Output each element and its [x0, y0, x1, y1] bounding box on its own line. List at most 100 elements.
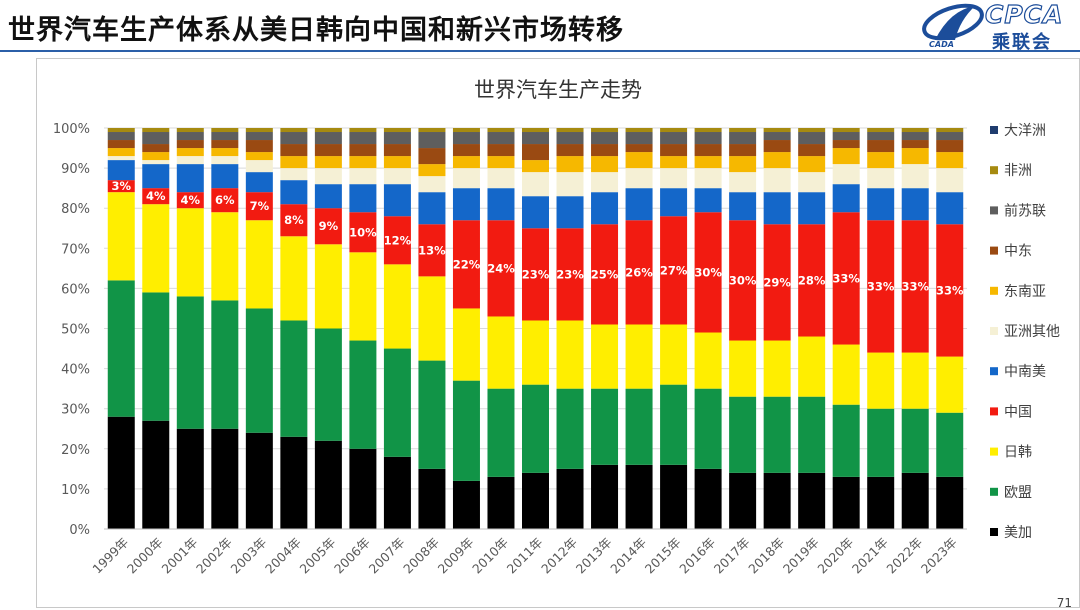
y-tick-label: 20% — [61, 443, 90, 458]
legend-swatch — [990, 407, 998, 416]
bar-segment-非洲 — [142, 128, 170, 133]
bar-segment-亚洲其他 — [176, 156, 204, 165]
legend-label: 中国 — [1004, 404, 1032, 420]
bar-segment-美加 — [660, 464, 688, 529]
bar-segment-亚洲其他 — [556, 172, 584, 197]
bar-segment-前苏联 — [694, 132, 722, 145]
bar-segment-东南亚 — [487, 156, 515, 169]
y-tick-label: 0% — [69, 523, 90, 538]
bar-segment-前苏联 — [383, 132, 411, 145]
x-tick-label: 2023年 — [918, 535, 960, 577]
bar-segment-欧盟 — [625, 388, 653, 465]
bar-segment-中国 — [107, 180, 135, 193]
bar-segment-中国 — [867, 220, 895, 353]
legend-label: 前苏联 — [1004, 202, 1046, 219]
bar-segment-中国 — [349, 212, 377, 253]
bar-segment-美加 — [418, 468, 446, 529]
data-label: 23% — [556, 267, 584, 281]
data-label: 24% — [487, 261, 515, 275]
bar-segment-日韩 — [142, 204, 170, 293]
bar-segment-欧盟 — [729, 396, 757, 473]
data-label: 25% — [591, 267, 619, 281]
bar-segment-前苏联 — [867, 132, 895, 141]
bar-segment-中国 — [245, 192, 273, 221]
data-label: 10% — [349, 225, 377, 239]
bar-segment-前苏联 — [936, 132, 964, 141]
bar-segment-欧盟 — [245, 308, 273, 433]
bar-segment-美加 — [142, 420, 170, 529]
title-divider — [0, 50, 1080, 52]
bar-segment-中国 — [694, 212, 722, 333]
bar-segment-中东 — [418, 148, 446, 165]
legend-label: 大洋洲 — [1004, 123, 1046, 139]
bar-segment-中东 — [936, 140, 964, 153]
legend-label: 东南亚 — [1004, 284, 1046, 300]
bar-segment-东南亚 — [936, 152, 964, 169]
data-label: 6% — [215, 193, 235, 207]
bar-segment-日韩 — [107, 192, 135, 281]
bar-segment-非洲 — [901, 128, 929, 133]
bar-segment-中南美 — [314, 184, 342, 209]
logo-cn-text: 乘联会 — [992, 32, 1052, 53]
legend-label: 日韩 — [1004, 445, 1032, 461]
bar-segment-日韩 — [729, 340, 757, 397]
data-label: 30% — [694, 265, 722, 279]
logo-text: CPCA — [984, 0, 1064, 30]
bar-segment-东南亚 — [107, 148, 135, 157]
y-tick-label: 60% — [61, 282, 90, 297]
bar-segment-欧盟 — [280, 320, 308, 437]
bar-segment-前苏联 — [556, 132, 584, 145]
bar-segment-欧盟 — [383, 348, 411, 457]
legend-swatch — [990, 528, 998, 536]
bar-segment-亚洲其他 — [280, 168, 308, 181]
bar-segment-前苏联 — [280, 132, 308, 145]
data-label: 33% — [867, 279, 895, 293]
y-tick-label: 50% — [61, 323, 90, 338]
bar-segment-中国 — [487, 220, 515, 317]
data-label: 3% — [111, 179, 131, 193]
bar-segment-东南亚 — [142, 152, 170, 161]
bar-segment-中南美 — [452, 188, 480, 221]
bar-segment-前苏联 — [763, 132, 791, 141]
bar-segment-亚洲其他 — [660, 168, 688, 189]
bar-segment-非洲 — [314, 128, 342, 133]
bar-segment-日韩 — [832, 344, 860, 405]
x-tick-label: 2010年 — [469, 535, 511, 577]
cpca-logo: CADA — [922, 3, 984, 49]
bar-segment-非洲 — [522, 128, 549, 133]
bar-segment-亚洲其他 — [142, 160, 170, 165]
bar-segment-亚洲其他 — [349, 168, 377, 185]
bar-segment-中东 — [832, 140, 860, 149]
bar-segment-亚洲其他 — [798, 172, 826, 193]
bar-segment-中国 — [522, 228, 549, 321]
legend-swatch — [990, 246, 998, 255]
bar-segment-中国 — [729, 220, 757, 341]
y-tick-label: 80% — [61, 202, 90, 217]
bar-segment-美加 — [452, 480, 480, 529]
bar-segment-美加 — [591, 464, 619, 529]
bar-segment-东南亚 — [798, 156, 826, 173]
bar-segment-前苏联 — [314, 132, 342, 145]
legend-swatch — [990, 206, 998, 215]
bar-segment-美加 — [280, 436, 308, 529]
bar-segment-亚洲其他 — [487, 168, 515, 189]
data-label: 9% — [319, 219, 339, 233]
bar-segment-欧盟 — [211, 300, 239, 429]
bar-segment-中东 — [556, 144, 584, 157]
bar-segment-中国 — [936, 224, 964, 357]
bar-segment-中南美 — [522, 196, 549, 229]
bar-segment-欧盟 — [832, 404, 860, 477]
data-label: 4% — [146, 189, 166, 203]
bar-segment-亚洲其他 — [452, 168, 480, 189]
bar-segment-东南亚 — [211, 148, 239, 157]
bar-segment-日韩 — [176, 208, 204, 297]
legend-label: 美加 — [1004, 525, 1032, 541]
bar-segment-日韩 — [522, 320, 549, 385]
bar-segment-美加 — [383, 456, 411, 529]
bar-segment-中东 — [245, 140, 273, 153]
bar-segment-亚洲其他 — [729, 172, 757, 193]
bar-segment-中南美 — [625, 188, 653, 221]
bar-segment-美加 — [107, 416, 135, 529]
bar-segment-前苏联 — [107, 132, 135, 141]
bar-segment-美加 — [314, 440, 342, 529]
